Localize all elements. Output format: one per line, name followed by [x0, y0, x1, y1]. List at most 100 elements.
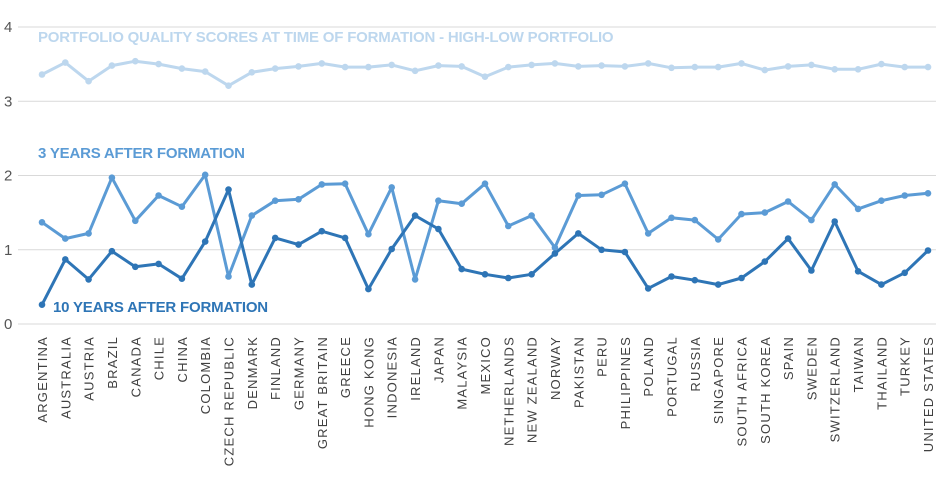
x-tick-label: SWITZERLAND — [828, 336, 843, 442]
data-point — [295, 63, 302, 70]
data-point — [714, 63, 722, 71]
x-tick-label: THAILAND — [874, 336, 889, 410]
data-point — [295, 196, 302, 203]
x-tick-label: FINLAND — [268, 336, 283, 400]
data-point — [505, 63, 512, 71]
series-line-1 — [40, 173, 930, 281]
data-point — [644, 230, 652, 237]
data-point — [901, 192, 908, 199]
data-point — [155, 192, 162, 199]
data-point — [62, 235, 69, 242]
x-tick-label: SPAIN — [781, 336, 796, 380]
data-point — [738, 210, 745, 218]
x-tick-label: HONG KONG — [361, 336, 376, 428]
data-point — [85, 77, 92, 85]
data-point — [738, 60, 745, 67]
x-tick-label: RUSSIA — [688, 336, 703, 392]
data-point — [365, 230, 372, 238]
data-point — [481, 180, 489, 187]
data-point — [924, 190, 932, 197]
x-tick-label: POLAND — [641, 336, 656, 397]
x-tick-label: CZECH REPUBLIC — [222, 336, 237, 466]
data-point — [505, 274, 512, 282]
data-point — [271, 234, 279, 242]
data-point — [598, 246, 605, 254]
data-point — [551, 244, 559, 251]
series-label-3-years: 3 YEARS AFTER FORMATION — [38, 145, 245, 162]
y-tick-label: 3 — [4, 93, 12, 110]
data-point — [458, 63, 466, 70]
x-tick-label: PORTUGAL — [665, 336, 680, 417]
y-tick-label: 2 — [4, 168, 12, 185]
data-point — [691, 63, 699, 71]
x-tick-label: UNITED STATES — [921, 336, 936, 452]
data-point — [365, 63, 372, 71]
data-point — [155, 260, 162, 268]
data-point — [878, 281, 885, 288]
x-tick-label: SINGAPORE — [711, 336, 726, 424]
data-point — [924, 63, 932, 71]
data-point — [621, 248, 629, 256]
x-tick-label: NEW ZEALAND — [525, 336, 540, 443]
data-point — [854, 205, 862, 213]
x-tick-label: NORWAY — [548, 336, 563, 400]
data-point — [691, 216, 699, 224]
data-point — [528, 212, 535, 219]
data-point — [808, 216, 815, 224]
y-tick-label: 4 — [4, 19, 12, 36]
data-point — [481, 73, 489, 80]
data-point — [598, 191, 605, 199]
data-point — [435, 225, 442, 233]
data-point — [38, 219, 46, 226]
data-point — [388, 61, 396, 69]
data-point — [155, 60, 162, 68]
x-tick-label: DENMARK — [245, 336, 260, 409]
data-point — [575, 192, 582, 199]
data-point — [225, 273, 232, 280]
data-point — [435, 197, 442, 204]
data-point — [808, 61, 815, 69]
x-tick-label: GERMANY — [291, 336, 306, 410]
data-point — [341, 180, 349, 187]
data-point — [225, 82, 232, 89]
data-point — [108, 247, 116, 255]
x-tick-label: GREECE — [338, 336, 353, 398]
data-point — [318, 60, 326, 67]
series-markers — [38, 57, 932, 309]
x-tick-label: IRELAND — [408, 336, 423, 401]
data-point — [248, 212, 256, 219]
x-tick-label: CANADA — [128, 336, 143, 397]
data-point — [225, 186, 232, 193]
x-tick-label: JAPAN — [431, 336, 446, 383]
data-point — [854, 268, 862, 275]
data-point — [784, 63, 792, 70]
data-point — [714, 281, 722, 288]
x-tick-label: INDONESIA — [385, 336, 400, 418]
series-label-10-years: 10 YEARS AFTER FORMATION — [53, 299, 268, 316]
data-point — [132, 263, 139, 271]
x-tick-label: TURKEY — [898, 336, 913, 396]
data-point — [481, 271, 489, 278]
data-point — [108, 174, 116, 181]
x-tick-label: ARGENTINA — [35, 336, 50, 423]
data-point — [248, 281, 256, 288]
data-point — [318, 181, 326, 188]
x-tick-label: BRAZIL — [105, 336, 120, 389]
data-point — [365, 285, 372, 293]
x-tick-label: COLOMBIA — [198, 336, 213, 414]
x-tick-label: TAIWAN — [851, 336, 866, 392]
data-point — [668, 64, 675, 72]
data-point — [505, 222, 512, 230]
data-point — [108, 62, 116, 69]
data-point — [668, 214, 675, 222]
data-point — [668, 273, 675, 280]
data-point — [458, 265, 466, 273]
data-point — [644, 60, 652, 67]
data-point — [388, 245, 396, 253]
data-point — [318, 227, 326, 235]
data-point — [341, 63, 349, 71]
data-point — [528, 271, 535, 278]
x-tick-label: PERU — [595, 336, 610, 377]
x-tick-label: AUSTRIA — [82, 336, 97, 401]
